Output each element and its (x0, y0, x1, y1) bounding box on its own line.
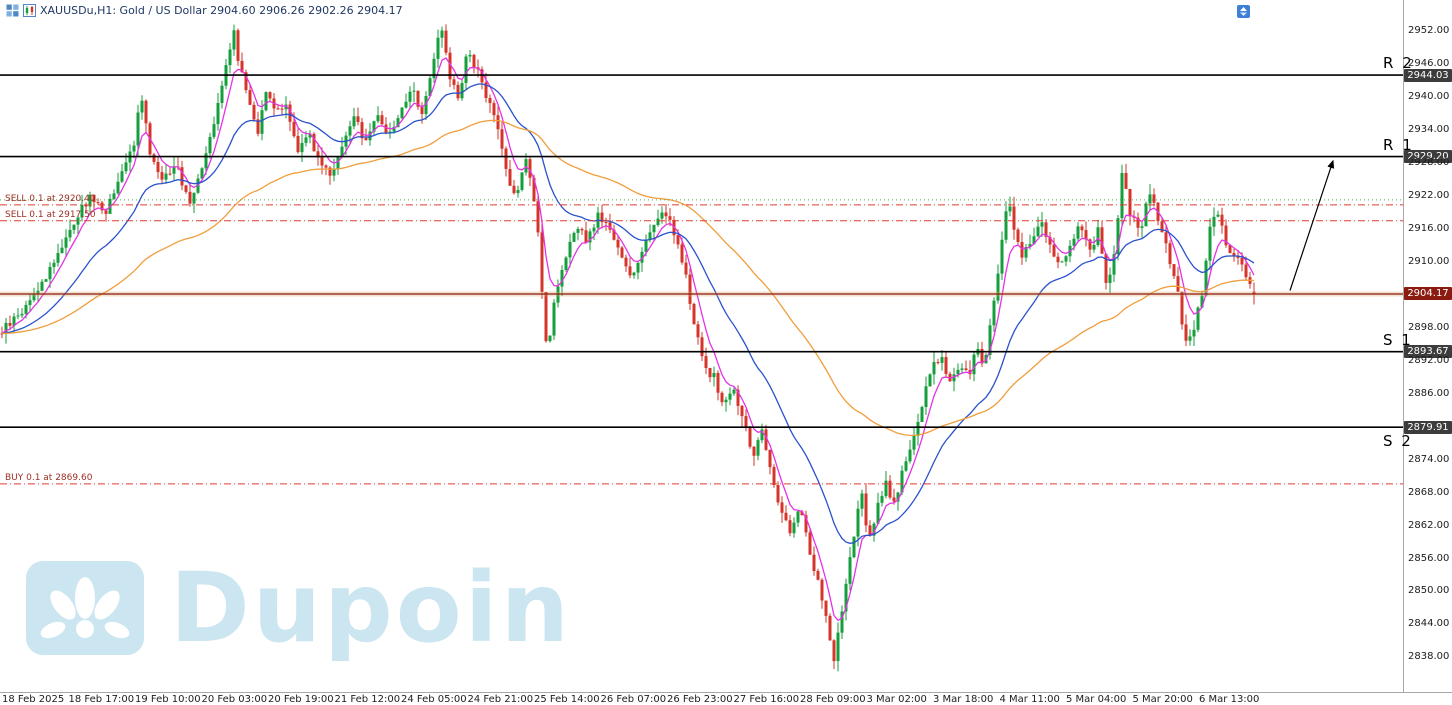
price-tick[interactable]: 2838.00 (1408, 651, 1450, 663)
time-tick[interactable]: 5 Mar 20:00 (1132, 694, 1193, 705)
sell-order-label-0: SELL 0.1 at 2920.40 (5, 193, 96, 204)
time-tick[interactable]: 3 Mar 02:00 (866, 694, 927, 705)
level-label-s2: S 2 (1383, 432, 1413, 451)
level-price-r1: 2929.20 (1404, 150, 1452, 164)
dupoin-logo-icon (26, 561, 144, 655)
price-tick[interactable]: 2946.00 (1408, 58, 1450, 70)
chart-header: XAUUSDu,H1: Gold / US Dollar 2904.60 290… (6, 4, 403, 17)
price-tick[interactable]: 2874.00 (1408, 453, 1450, 465)
level-price-s1: 2893.67 (1404, 345, 1452, 359)
level-price-r2: 2944.03 (1404, 68, 1452, 82)
price-tick[interactable]: 2844.00 (1408, 618, 1450, 630)
price-tick[interactable]: 2898.00 (1408, 321, 1450, 333)
candles-icon[interactable] (23, 4, 36, 17)
medium-ma-line (1, 83, 1255, 544)
time-tick[interactable]: 3 Mar 18:00 (933, 694, 994, 705)
time-tick[interactable]: 5 Mar 04:00 (1066, 694, 1127, 705)
time-tick[interactable]: 18 Feb 2025 (2, 694, 65, 705)
price-tick[interactable]: 2934.00 (1408, 124, 1450, 136)
time-tick[interactable]: 25 Feb 14:00 (534, 694, 600, 705)
watermark-text: Dupoin (170, 552, 572, 664)
time-tick[interactable]: 6 Mar 13:00 (1199, 694, 1260, 705)
price-tick[interactable]: 2868.00 (1408, 486, 1450, 498)
time-tick[interactable]: 20 Feb 19:00 (268, 694, 334, 705)
price-tick[interactable]: 2928.00 (1408, 157, 1450, 169)
bid-price-box: 2904.17 (1404, 287, 1452, 301)
level-price-s2: 2879.91 (1404, 420, 1452, 434)
time-tick[interactable]: 27 Feb 16:00 (733, 694, 800, 705)
chart-scale-button[interactable] (1237, 5, 1250, 18)
price-tick[interactable]: 2892.00 (1408, 354, 1450, 366)
slow-ma-line (1, 119, 1255, 437)
time-tick[interactable]: 18 Feb 17:00 (68, 694, 135, 705)
time-tick[interactable]: 24 Feb 05:00 (401, 694, 467, 705)
time-tick[interactable]: 21 Feb 12:00 (334, 694, 401, 705)
trend-arrow (1289, 159, 1335, 291)
grid-icon[interactable] (6, 4, 19, 17)
fast-ma-line (1, 57, 1255, 622)
level-label-s1: S 1 (1383, 330, 1413, 349)
level-label-r2: R 2 (1383, 54, 1414, 73)
price-tick[interactable]: 2862.00 (1408, 519, 1450, 531)
price-tick[interactable]: 2922.00 (1408, 190, 1450, 202)
price-tick[interactable]: 2850.00 (1408, 585, 1450, 597)
time-tick[interactable]: 4 Mar 11:00 (999, 694, 1060, 705)
buy-order-label-2: BUY 0.1 at 2869.60 (5, 472, 93, 483)
time-tick[interactable]: 19 Feb 10:00 (135, 694, 201, 705)
price-tick[interactable]: 2856.00 (1408, 552, 1450, 564)
chart-title: XAUUSDu,H1: Gold / US Dollar 2904.60 290… (40, 4, 403, 17)
level-label-r1: R 1 (1383, 135, 1414, 154)
price-tick[interactable]: 2910.00 (1408, 255, 1450, 267)
time-tick[interactable]: 20 Feb 03:00 (201, 694, 268, 705)
time-tick[interactable]: 26 Feb 07:00 (600, 694, 667, 705)
time-tick[interactable]: 28 Feb 09:00 (800, 694, 866, 705)
time-tick[interactable]: 26 Feb 23:00 (667, 694, 733, 705)
price-tick[interactable]: 2886.00 (1408, 387, 1450, 399)
price-tick[interactable]: 2952.00 (1408, 25, 1450, 37)
price-tick[interactable]: 2940.00 (1408, 91, 1450, 103)
time-tick[interactable]: 24 Feb 21:00 (467, 694, 534, 705)
sell-order-label-1: SELL 0.1 at 2917.50 (5, 209, 96, 220)
price-tick[interactable]: 2916.00 (1408, 223, 1450, 235)
watermark: Dupoin (26, 560, 572, 656)
